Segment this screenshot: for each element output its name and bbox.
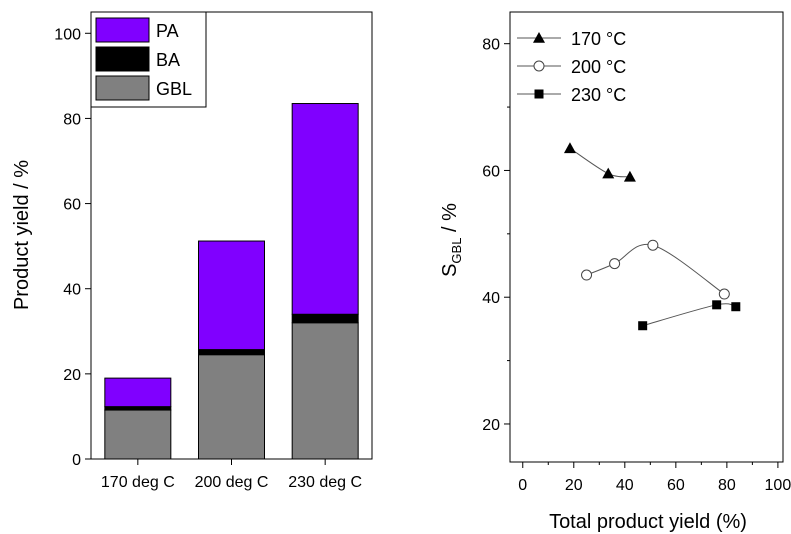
scatter-point-series-2 — [712, 300, 722, 310]
bar-x-tick-label: 230 deg C — [288, 474, 362, 491]
scatter-plot-frame — [509, 11, 784, 463]
bar-legend-swatch-pa — [95, 17, 150, 43]
scatter-point-series-0 — [623, 170, 636, 182]
bar-x-ticks: 170 deg C 200 deg C 230 deg C — [101, 459, 362, 491]
scatter-legend: 170 °C 200 °C 230 °C — [517, 29, 626, 105]
bar-legend-swatch-ba — [95, 46, 150, 72]
bar-x-tick-label: 170 deg C — [101, 474, 175, 491]
scatter-y-tick-label: 40 — [482, 290, 500, 307]
bar-y-tick-label: 0 — [72, 452, 81, 469]
bar-y-tick-label: 60 — [63, 197, 81, 214]
bar-segment-ba — [291, 313, 359, 324]
scatter-y-tick-label: 80 — [482, 37, 500, 54]
scatter-points — [563, 142, 741, 331]
bar-segment-pa — [291, 103, 359, 315]
scatter-point-series-1 — [718, 288, 730, 300]
scatter-fit-curves — [569, 147, 736, 327]
scatter-x-tick-label: 60 — [667, 477, 685, 494]
bar-y-ticks: 0 20 40 60 80 100 — [54, 26, 91, 469]
bar-legend-swatch-gbl — [95, 75, 150, 101]
y-label-subscript: GBL — [449, 238, 464, 264]
scatter-y-tick-label: 20 — [482, 417, 500, 434]
scatter-point-series-1 — [609, 258, 621, 270]
scatter-fit-curve-1 — [586, 243, 725, 295]
scatter-legend-label-2: 230 °C — [571, 85, 626, 105]
scatter-x-tick-label: 20 — [565, 477, 583, 494]
bar-legend-label-ba: BA — [156, 50, 180, 70]
scatter-fit-curve-0 — [569, 147, 630, 178]
selectivity-scatter-chart: 0 20 40 60 80 100 20 40 60 80 Total product yield… — [439, 11, 791, 533]
bar-y-axis-label: Product yield / % — [11, 160, 33, 310]
scatter-legend-marker-1 — [533, 60, 545, 72]
stacked-bar-chart: 0 20 40 60 80 100 170 deg C 200 deg C 230 deg C… — [11, 11, 373, 491]
bar-segment-pa — [198, 240, 265, 351]
bar-y-tick-label: 100 — [54, 26, 81, 43]
bar-legend-label-gbl: GBL — [156, 79, 192, 99]
scatter-x-tick-label: 0 — [518, 477, 527, 494]
bar-segment-gbl — [291, 322, 359, 460]
scatter-x-tick-label: 100 — [765, 477, 791, 494]
scatter-legend-marker-0 — [533, 32, 545, 43]
scatter-legend-marker-2 — [534, 89, 544, 99]
bar-y-tick-label: 80 — [63, 111, 81, 128]
bar-marks — [104, 103, 359, 460]
bar-x-tick-label: 200 deg C — [195, 474, 269, 491]
bar-y-tick-label: 40 — [63, 282, 81, 299]
scatter-legend-label-1: 200 °C — [571, 57, 626, 77]
scatter-point-series-2 — [638, 321, 648, 331]
scatter-point-series-0 — [563, 142, 576, 154]
bar-segment-ba — [198, 349, 265, 356]
bar-segment-ba — [104, 406, 172, 411]
scatter-x-tick-label: 40 — [616, 477, 634, 494]
bar-y-tick-label: 20 — [63, 367, 81, 384]
scatter-y-axis-label: SGBL / % — [439, 203, 464, 277]
scatter-point-series-0 — [602, 167, 615, 179]
scatter-point-series-1 — [581, 269, 593, 281]
scatter-point-series-2 — [731, 302, 741, 312]
y-label-main: S — [439, 264, 461, 277]
bar-legend: PA BA GBL — [90, 11, 207, 108]
scatter-fit-curve-2 — [642, 303, 736, 327]
scatter-x-axis-label: Total product yield (%) — [549, 511, 747, 533]
bar-legend-label-pa: PA — [156, 21, 179, 41]
bar-segment-gbl — [104, 409, 172, 460]
scatter-legend-label-0: 170 °C — [571, 29, 626, 49]
bar-segment-pa — [104, 377, 172, 408]
scatter-axis-ticks: 0 20 40 60 80 100 20 40 60 80 — [482, 37, 791, 494]
y-label-suffix: / % — [439, 203, 461, 238]
scatter-y-tick-label: 60 — [482, 163, 500, 180]
scatter-point-series-1 — [647, 239, 659, 251]
bar-segment-gbl — [198, 354, 265, 460]
scatter-x-tick-label: 80 — [718, 477, 736, 494]
